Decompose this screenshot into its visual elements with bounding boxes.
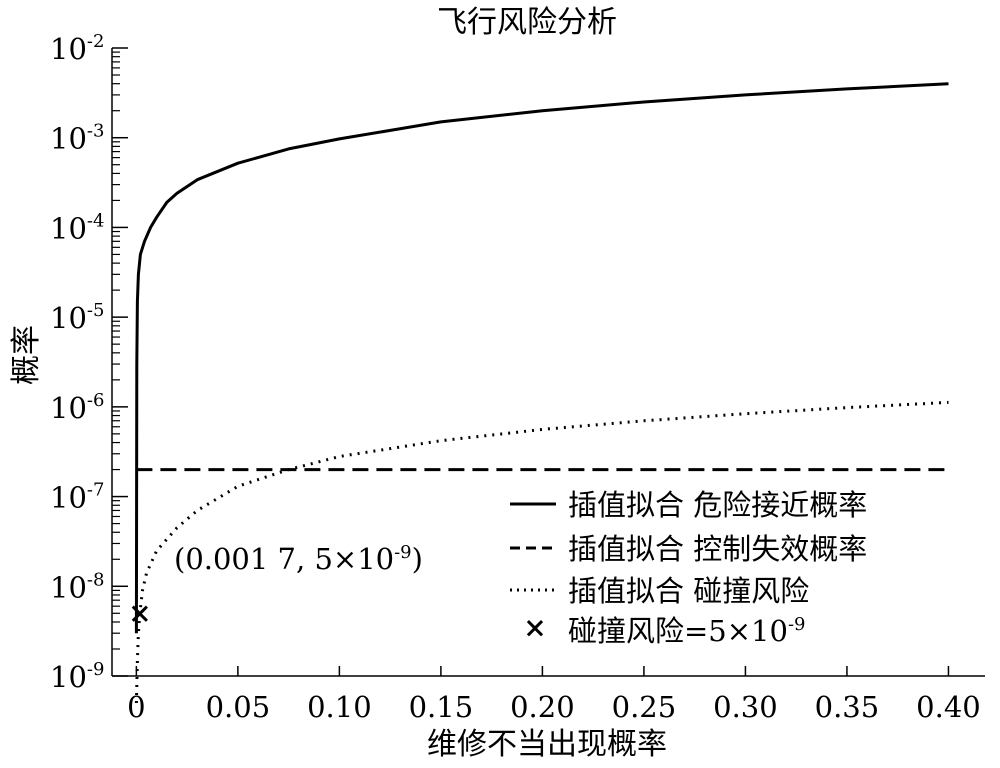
y-axis-label: 概率 [9, 325, 44, 385]
x-tick-label: 0.10 [307, 690, 372, 724]
series-line-solid [134, 82, 949, 634]
x-tick-label: 0.05 [206, 690, 271, 724]
series-line-dotted [134, 400, 949, 704]
y-tick-label: 10-3 [50, 121, 104, 156]
x-tick-label: 0.40 [916, 690, 981, 724]
chart-title: 飞行风险分析 [437, 5, 617, 40]
x-tick-label: 0.35 [815, 690, 880, 724]
y-tick-label: 10-7 [50, 480, 104, 515]
legend-label-solid: 插值拟合 危险接近概率 [568, 488, 867, 522]
y-tick-label: 10-9 [50, 659, 104, 694]
x-tick-label: 0.30 [713, 690, 778, 724]
y-major-ticks: 10-2 10-3 10-4 10-5 10-6 10-7 10-8 10-9 [50, 31, 128, 694]
legend-label-marker: 碰撞风险=5×10-9 [568, 614, 806, 648]
x-tick-label: 0.20 [510, 690, 575, 724]
x-ticks: 0 0.05 0.10 0.15 0.20 0.25 0.30 0.35 0.40 [127, 666, 981, 724]
points-layer: × [128, 596, 151, 629]
series-layer [134, 82, 949, 704]
y-tick-label: 10-4 [50, 210, 104, 245]
legend-marker-x: × [523, 611, 546, 644]
x-tick-label: 0 [127, 690, 145, 724]
y-tick-label: 10-8 [50, 569, 104, 604]
x-axis-label: 维修不当出现概率 [427, 727, 667, 762]
y-minor-ticks [112, 51, 120, 650]
legend: 插值拟合 危险接近概率 插值拟合 控制失效概率 插值拟合 碰撞风险 × 碰撞风险… [510, 488, 867, 648]
y-tick-label: 10-5 [50, 300, 104, 335]
x-tick-label: 0.15 [409, 690, 474, 724]
legend-label-dotted: 插值拟合 碰撞风险 [568, 574, 809, 608]
data-point-marker: × [128, 596, 151, 629]
legend-label-dashed: 插值拟合 控制失效概率 [568, 532, 867, 566]
y-tick-label: 10-2 [50, 31, 104, 66]
y-tick-label: 10-6 [50, 390, 104, 425]
point-annotation: (0.001 7, 5×10-9) [174, 542, 423, 576]
x-tick-label: 0.25 [612, 690, 677, 724]
